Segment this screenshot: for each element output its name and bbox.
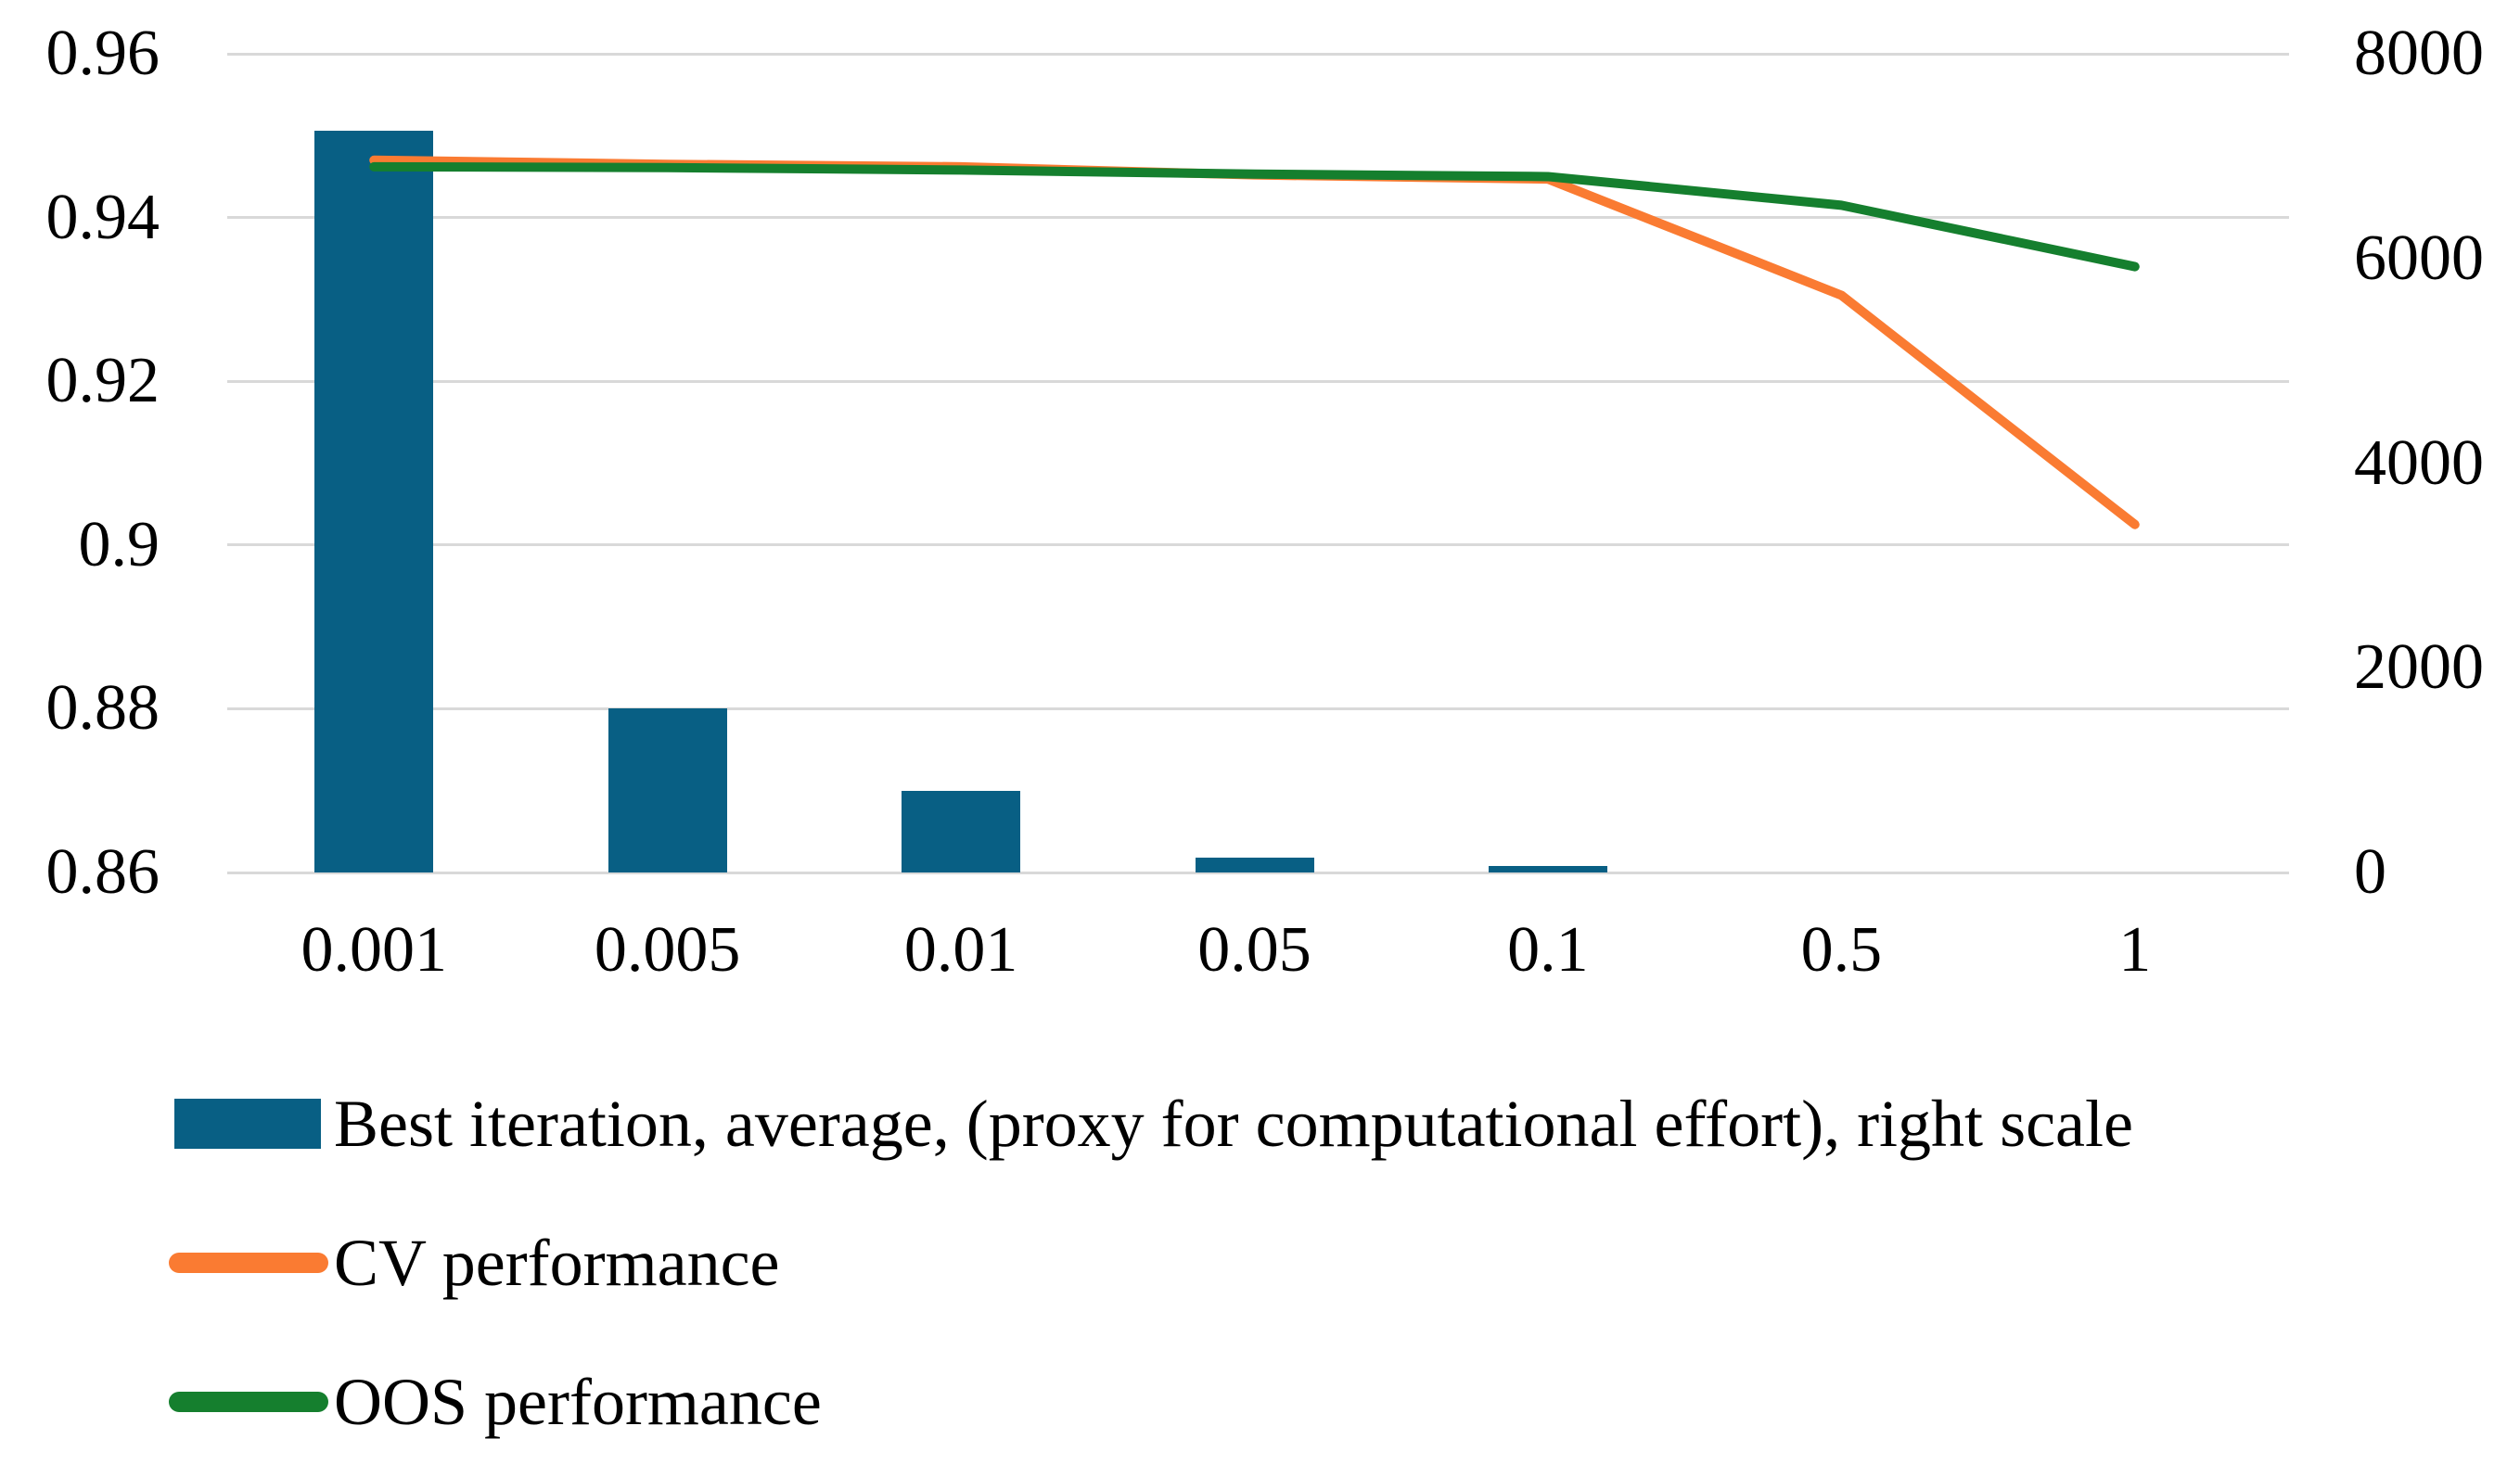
gridline: [227, 543, 2289, 547]
x-axis-tick-label: 0.1: [1507, 914, 1589, 986]
x-axis-tick-label: 0.005: [594, 914, 741, 986]
gridline: [227, 871, 2289, 874]
legend-label-cv: CV performance: [334, 1226, 780, 1300]
gridline: [227, 52, 2289, 56]
x-axis-tick-label: 0.05: [1197, 914, 1311, 986]
right-axis-tick-label: 0: [2354, 836, 2386, 908]
bar: [314, 130, 434, 872]
left-axis-tick-label: 0.88: [45, 672, 160, 745]
x-axis-tick-label: 0.01: [903, 914, 1018, 986]
x-axis-tick-label: 0.5: [1800, 914, 1883, 986]
left-axis-tick-label: 0.92: [45, 345, 160, 417]
right-axis-tick-label: 6000: [2354, 222, 2484, 294]
right-axis-tick-label: 4000: [2354, 427, 2484, 499]
right-axis-tick-label: 2000: [2354, 631, 2484, 704]
left-axis-tick-label: 0.86: [45, 836, 160, 908]
bar: [608, 708, 727, 872]
bar: [1488, 865, 1607, 872]
gridline: [227, 707, 2289, 710]
legend-label-bars: Best iteration, average, (proxy for comp…: [334, 1087, 2133, 1161]
gridline: [227, 216, 2289, 220]
cv-line-swatch: [169, 1253, 328, 1273]
left-axis-tick-label: 0.9: [78, 508, 160, 580]
x-axis-tick-label: 1: [2118, 914, 2152, 986]
oos-performance-line: [369, 161, 2140, 272]
oos-line-swatch: [169, 1392, 328, 1412]
left-axis-tick-label: 0.96: [45, 18, 160, 89]
bar: [1195, 857, 1314, 872]
bar: [902, 790, 1021, 872]
left-axis-tick-label: 0.94: [45, 181, 160, 253]
bar-series-swatch: [174, 1099, 321, 1149]
gridline: [227, 379, 2289, 383]
legend-label-oos: OOS performance: [334, 1365, 822, 1439]
x-axis-tick-label: 0.001: [301, 914, 447, 986]
right-axis-tick-label: 8000: [2354, 18, 2484, 89]
